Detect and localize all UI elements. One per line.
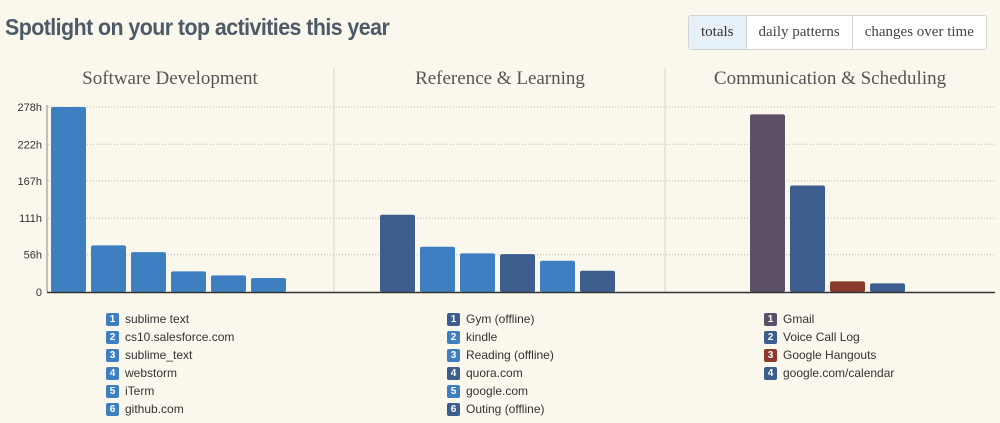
legend-label: google.com [466, 384, 529, 398]
legend-item: 1 Gym (offline) [447, 310, 554, 328]
bar [750, 114, 785, 292]
legend-item: 6 Outing (offline) [447, 400, 554, 418]
legend-rank-badge: 4 [764, 366, 777, 380]
legend-label: Outing (offline) [466, 402, 545, 416]
legend-communication-scheduling: 1 Gmail 2 Voice Call Log 3 Google Hangouts 4 go… [764, 310, 894, 382]
bar [790, 185, 825, 292]
panel-title-communication-scheduling: Communication & Scheduling [713, 68, 947, 89]
legend-label: Google Hangouts [783, 348, 877, 362]
bar [211, 275, 246, 292]
legend-rank-badge: 1 [447, 312, 460, 326]
legend-item: 1 Gmail [764, 310, 894, 328]
legend-rank-badge: 2 [447, 330, 460, 344]
legend-label: webstorm [125, 366, 178, 380]
legend-label: sublime_text [125, 348, 193, 362]
legend-rank-badge: 3 [764, 348, 777, 362]
y-tick-label: 167h [18, 176, 42, 188]
bar [380, 214, 415, 292]
bar [500, 254, 535, 292]
legend-label: kindle [466, 330, 498, 344]
legend-rank-badge: 4 [447, 366, 460, 380]
legend-item: 2 Voice Call Log [764, 328, 894, 346]
y-tick-label: 222h [18, 139, 42, 151]
legend-rank-badge: 6 [447, 402, 460, 416]
legend-item: 4 quora.com [447, 364, 554, 382]
legend-rank-badge: 1 [764, 312, 777, 326]
legend-item: 6 github.com [106, 400, 234, 418]
tab-changes-over-time[interactable]: changes over time [851, 16, 986, 49]
bar [540, 260, 575, 292]
legend-item: 2 kindle [447, 328, 554, 346]
bar [460, 253, 495, 292]
bar [420, 246, 455, 292]
view-tabs: totals daily patterns changes over time [688, 15, 987, 50]
page-title: Spotlight on your top activities this ye… [5, 14, 390, 40]
legend-rank-badge: 3 [106, 348, 119, 362]
bar [580, 270, 615, 292]
bar [131, 252, 166, 292]
legend-label: quora.com [466, 366, 523, 380]
bar [51, 107, 86, 292]
bar [171, 271, 206, 292]
legend-label: Voice Call Log [783, 330, 860, 344]
legend-rank-badge: 5 [106, 384, 119, 398]
legend-item: 3 sublime_text [106, 346, 234, 364]
legend-item: 3 Google Hangouts [764, 346, 894, 364]
legend-label: github.com [125, 402, 184, 416]
legend-rank-badge: 6 [106, 402, 119, 416]
legend-item: 3 Reading (offline) [447, 346, 554, 364]
y-tick-label: 111h [19, 213, 42, 225]
legend-rank-badge: 5 [447, 384, 460, 398]
legend-rank-badge: 3 [447, 348, 460, 362]
legend-item: 4 google.com/calendar [764, 364, 894, 382]
bar [870, 283, 905, 292]
panel-title-software-development: Software Development [82, 68, 258, 89]
bar [251, 278, 286, 292]
legend-label: Gmail [783, 312, 815, 326]
panel-title-reference-learning: Reference & Learning [415, 68, 585, 89]
legend-item: 4 webstorm [106, 364, 234, 382]
legend-label: Gym (offline) [466, 312, 535, 326]
bar [830, 281, 865, 292]
legend-item: 1 sublime text [106, 310, 234, 328]
legend-label: sublime text [125, 312, 190, 326]
legend-label: iTerm [125, 384, 155, 398]
legend-reference-learning: 1 Gym (offline) 2 kindle 3 Reading (offline) 4… [447, 310, 554, 418]
legend-rank-badge: 2 [764, 330, 777, 344]
tab-daily-patterns[interactable]: daily patterns [745, 16, 852, 49]
legend-label: google.com/calendar [783, 366, 895, 380]
legend-rank-badge: 1 [106, 312, 119, 326]
legend-rank-badge: 4 [106, 366, 119, 380]
tab-totals[interactable]: totals [689, 16, 746, 49]
legend-item: 5 google.com [447, 382, 554, 400]
y-tick-label: 56h [24, 250, 42, 262]
legend-item: 5 iTerm [106, 382, 234, 400]
y-tick-label: 278h [18, 102, 42, 114]
legend-software-development: 1 sublime text 2 cs10.salesforce.com 3 sublim… [106, 310, 234, 418]
legend-label: Reading (offline) [466, 348, 554, 362]
legend-rank-badge: 2 [106, 330, 119, 344]
legend-label: cs10.salesforce.com [125, 330, 235, 344]
bar [91, 245, 126, 292]
y-tick-label: 0 [36, 287, 42, 299]
legend-item: 2 cs10.salesforce.com [106, 328, 234, 346]
